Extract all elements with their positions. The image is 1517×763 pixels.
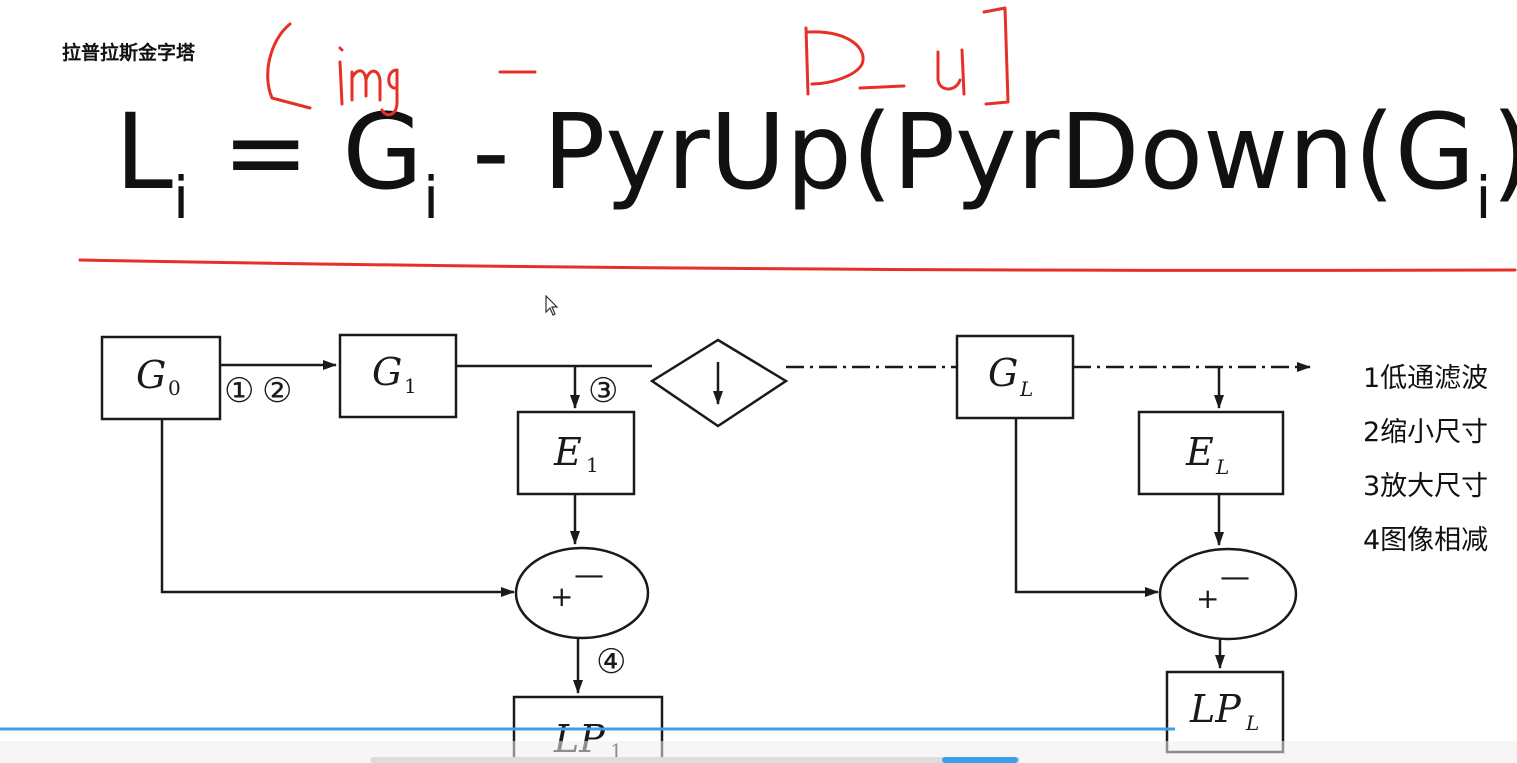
legend-item-1: 1低通滤波 <box>1363 363 1489 394</box>
minus-sign-l: — <box>1220 560 1250 595</box>
label-el-sub: L <box>1215 455 1229 479</box>
video-progress-bar[interactable] <box>0 727 1517 763</box>
box-gl <box>955 334 1075 420</box>
page-title: 拉普拉斯金字塔 <box>62 42 196 64</box>
label-g1: G <box>372 350 402 394</box>
mouse-cursor-icon <box>545 295 559 316</box>
box-el <box>1137 410 1285 496</box>
box-lpl <box>1165 670 1285 754</box>
handwritten-annotation <box>78 6 1517 272</box>
label-gl: G <box>988 351 1018 395</box>
label-e1-sub: 1 <box>586 453 599 477</box>
legend-item-4: 4图像相减 <box>1363 525 1489 556</box>
plus-sign-1: + <box>550 580 573 613</box>
arrow-gl-sub <box>1014 418 1159 597</box>
scroll-track[interactable] <box>370 757 1020 763</box>
legend-item-2: 2缩小尺寸 <box>1363 417 1489 448</box>
formula-L-sub: i <box>172 164 190 232</box>
step-marker-2: ② <box>262 371 292 411</box>
step-marker-1: ① <box>224 371 254 411</box>
legend-item-3: 3放大尺寸 <box>1363 471 1489 502</box>
label-g0: G <box>136 353 166 397</box>
arrow-g0-sub <box>160 419 515 597</box>
plus-sign-l: + <box>1196 582 1219 615</box>
step-marker-4: ④ <box>596 642 626 682</box>
formula-eq: = <box>189 91 343 213</box>
label-lpl-sub: L <box>1245 711 1259 735</box>
minus-sign-1: — <box>574 558 604 593</box>
label-e1: E <box>553 430 582 474</box>
formula-L: L <box>115 91 173 213</box>
step-marker-3: ③ <box>588 371 618 411</box>
label-lpl: LP <box>1189 687 1242 731</box>
formula-G-sub: i <box>422 164 440 232</box>
label-g1-sub: 1 <box>404 374 417 398</box>
formula-G2-sub: i <box>1475 164 1492 232</box>
formula-G: G <box>342 91 423 213</box>
label-gl-sub: L <box>1019 377 1033 401</box>
box-e1 <box>516 410 636 496</box>
formula-pyrup: PyrUp(PyrDown(G <box>542 91 1476 213</box>
laplacian-formula: Li = Gi - PyrUp(PyrDown(Gi)) <box>115 100 1517 227</box>
step-legend: 1低通滤波 2缩小尺寸 3放大尺寸 4图像相减 <box>1363 352 1488 568</box>
subtract-circle-1 <box>514 546 650 640</box>
label-el: E <box>1185 430 1214 474</box>
scroll-thumb[interactable] <box>942 757 1018 763</box>
label-g0-sub: 0 <box>168 376 181 400</box>
formula-minus: - <box>439 91 543 213</box>
formula-close: )) <box>1491 91 1517 213</box>
subtract-circle-l <box>1158 547 1298 641</box>
box-g1 <box>338 333 458 419</box>
